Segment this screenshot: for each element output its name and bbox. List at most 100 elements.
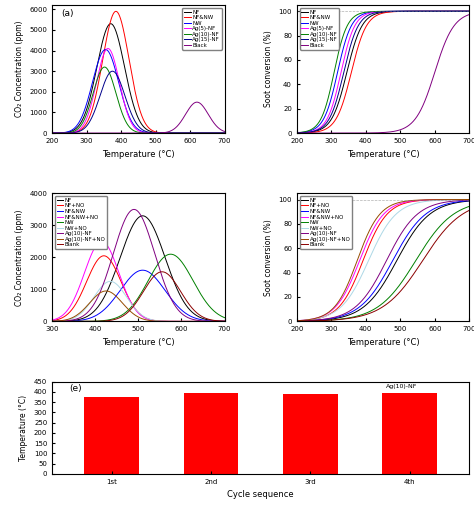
Ag(10)-NF+NO: [49, 318, 55, 324]
Line: Blank: Blank: [297, 210, 469, 321]
NW+NO: [461, 197, 467, 203]
Blank: [217, 318, 222, 324]
Blank: [128, 305, 134, 312]
NF+NO: [222, 318, 228, 324]
Black: [217, 126, 222, 132]
Ag(10)-NF+NO: [222, 318, 228, 324]
NF&NW+NO: [128, 300, 134, 306]
NF&NW: [113, 8, 119, 14]
NF: [461, 198, 467, 204]
NW+NO: [49, 318, 55, 324]
Blank: [133, 300, 139, 306]
Black: [185, 108, 191, 114]
Line: NW: NW: [52, 49, 225, 133]
Ag(10)-NF: [133, 129, 139, 135]
Black: [49, 130, 55, 136]
Black: [58, 130, 64, 136]
NF&NW: [430, 8, 436, 14]
NW+NO: [185, 318, 191, 324]
Black: [378, 130, 383, 136]
NW: [133, 125, 139, 131]
Ag(10)-NF: [461, 197, 467, 203]
Blank: [466, 207, 472, 213]
NW: [303, 129, 309, 135]
NF+NO: [133, 307, 139, 313]
NW: [217, 130, 222, 136]
Y-axis label: Temperature (°C): Temperature (°C): [19, 394, 28, 461]
Ag(10)-NF: [461, 8, 467, 14]
Ag(10)-NF: [58, 130, 64, 136]
Ag(15)-NF: [217, 130, 222, 136]
Black: [222, 128, 228, 134]
Legend: NF, NF&NW, NW, Ag(5)-NF, Ag(10)-NF, Ag(15)-NF, Black: NF, NF&NW, NW, Ag(5)-NF, Ag(10)-NF, Ag(1…: [300, 8, 339, 49]
Text: (a): (a): [61, 9, 73, 18]
Ag(10)-NF: [128, 126, 134, 132]
Ag(10)-NF: [466, 197, 472, 203]
NW: [49, 318, 55, 324]
Ag(10)-NF: [374, 277, 379, 283]
NF: [222, 130, 228, 136]
Ag(10)-NF: [128, 207, 134, 213]
Black: [194, 99, 200, 105]
NF&NW: [461, 198, 467, 204]
NF+NO: [303, 317, 309, 323]
NF&NW: [374, 13, 379, 19]
NF&NW: [128, 273, 134, 279]
NF&NW+NO: [133, 307, 139, 314]
NF&NW: [430, 207, 436, 213]
Line: Ag(10)-NF: Ag(10)-NF: [52, 210, 225, 321]
NW+NO: [222, 318, 228, 324]
Y-axis label: Soot conversion (%): Soot conversion (%): [264, 31, 273, 108]
Ag(15)-NF: [49, 130, 55, 136]
X-axis label: Temperature (°C): Temperature (°C): [347, 149, 419, 159]
X-axis label: Temperature (°C): Temperature (°C): [102, 149, 174, 159]
NW: [128, 118, 134, 124]
Ag(5)-NF: [133, 126, 139, 132]
Ag(10)-NF: [466, 8, 472, 14]
NF&NW: [294, 318, 300, 324]
NF&NW+NO: [466, 196, 472, 202]
NW: [461, 205, 467, 212]
Ag(15)-NF: [58, 130, 64, 136]
NW+NO: [378, 232, 383, 238]
Ag(5)-NF: [128, 120, 134, 126]
NF: [461, 8, 467, 14]
Blank: [159, 269, 165, 275]
Ag(10)-NF+NO: [128, 309, 134, 315]
Line: NF+NO: NF+NO: [52, 256, 225, 321]
Ag(5)-NF: [294, 130, 300, 136]
Black: [461, 13, 467, 20]
NF+NO: [101, 253, 107, 259]
Text: (c): (c): [61, 197, 73, 206]
Ag(10)-NF: [294, 130, 300, 136]
NW: [378, 8, 383, 14]
NW: [217, 312, 222, 318]
NW+NO: [217, 318, 222, 324]
NW: [303, 318, 309, 324]
Blank: [294, 318, 300, 324]
NF: [133, 217, 139, 224]
X-axis label: Temperature (°C): Temperature (°C): [102, 338, 174, 347]
Y-axis label: CO₂ Concentration (ppm): CO₂ Concentration (ppm): [15, 21, 24, 117]
NF&NW+NO: [378, 215, 383, 221]
NF&NW: [374, 285, 379, 291]
NF&NW: [140, 267, 146, 273]
NF&NW: [466, 8, 472, 14]
NF+NO: [378, 219, 383, 226]
NF+NO: [430, 197, 436, 203]
Ag(10)-NF: [303, 318, 309, 324]
NF&NW: [133, 93, 139, 99]
Ag(5)-NF: [466, 8, 472, 14]
Ag(10)-NF: [58, 318, 64, 324]
NF: [374, 291, 379, 297]
NW: [374, 305, 379, 311]
Line: Ag(5)-NF: Ag(5)-NF: [52, 48, 225, 133]
NW: [103, 46, 109, 53]
NF&NW+NO: [217, 318, 222, 324]
Ag(15)-NF: [185, 130, 191, 136]
Ag(5)-NF: [217, 130, 222, 136]
Ag(10)-NF: [185, 315, 191, 321]
Ag(15)-NF: [133, 120, 139, 126]
Blank: [222, 318, 228, 324]
NW+NO: [58, 318, 64, 324]
